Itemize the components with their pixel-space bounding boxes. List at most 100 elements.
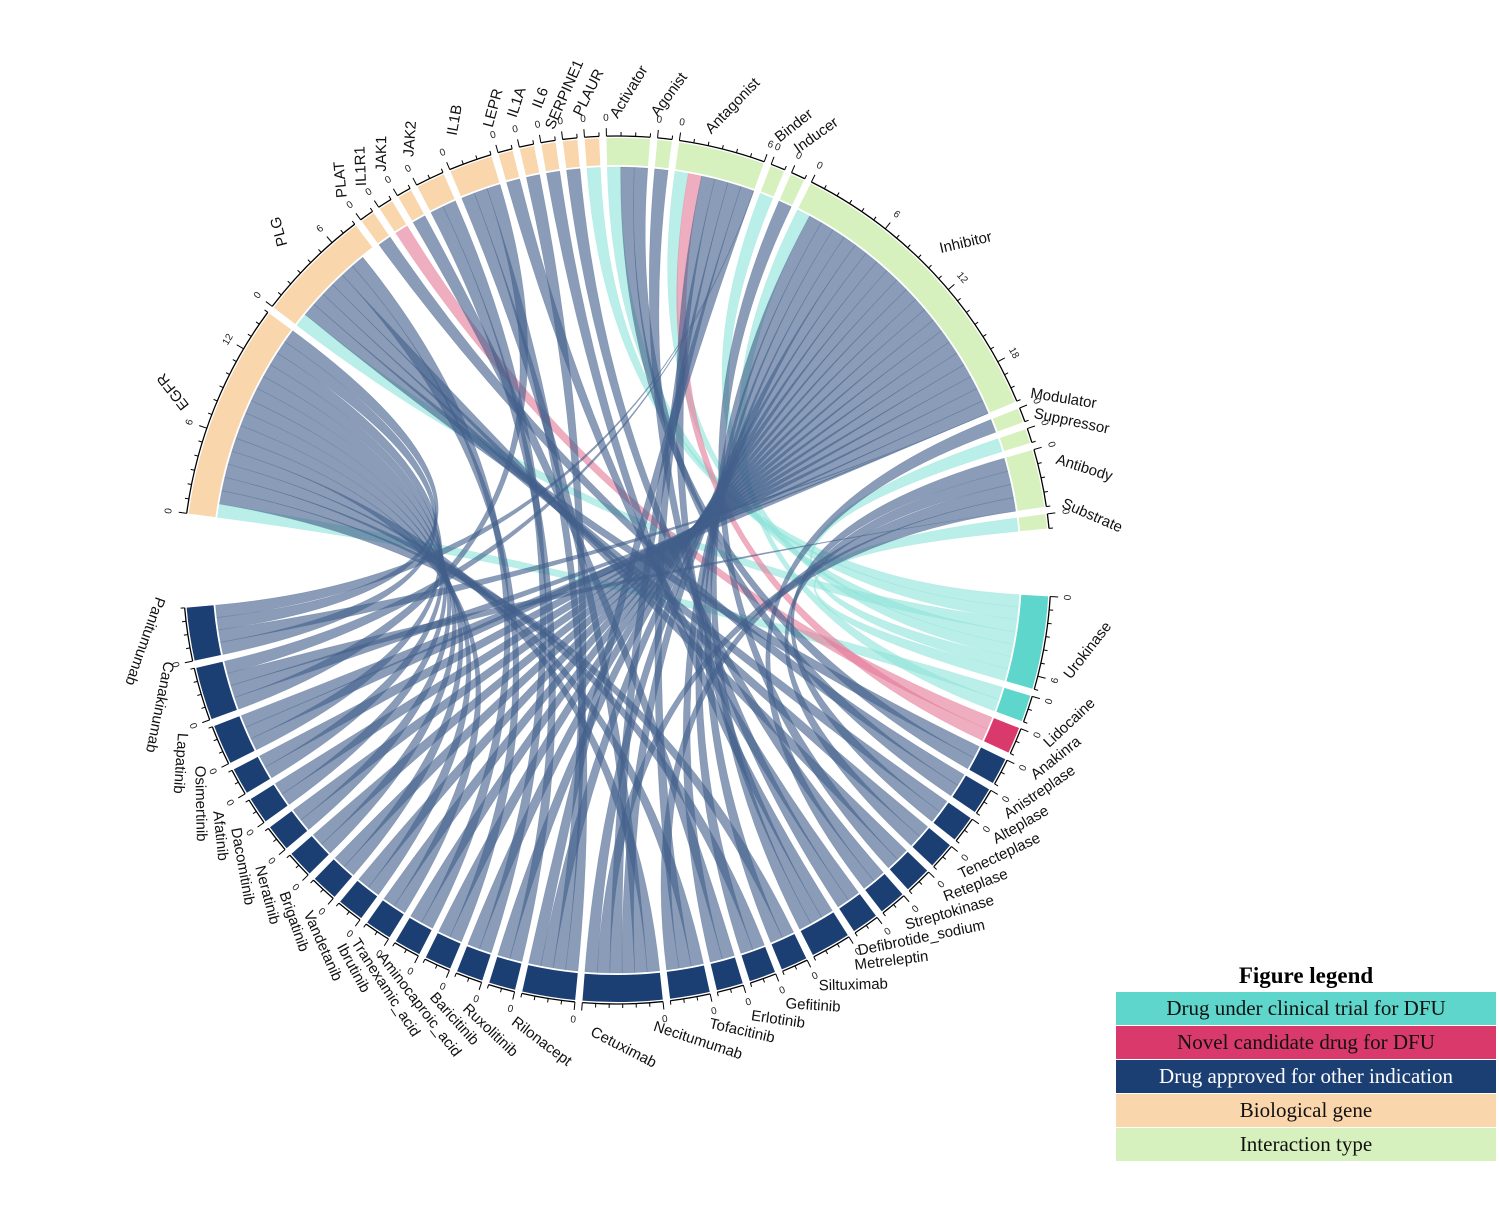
tick-label-il1a: 0 [511,124,519,136]
tick-binder [784,165,787,170]
sector-agonist [654,139,672,169]
legend-item-novel: Novel candidate drug for DFU [1116,1026,1496,1060]
sector-label-antagonist: Antagonist [702,74,764,137]
tick-label-plaur: 0 [580,114,587,125]
tick-egfr [194,454,199,457]
tick-inhibitor [1004,372,1009,376]
tick-inhibitor [861,208,865,212]
tick-ruxolitinib [512,991,516,1000]
sector-il1a [519,146,540,176]
sector-il6 [541,142,560,172]
sector-label-lepr: LEPR [480,87,507,129]
ribbon-canakinumab-antagonist [224,190,755,674]
ribbon-osimertinib-egfr [263,364,445,779]
tick-plg [318,249,322,253]
tick-label-inhibitor: 6 [891,209,903,221]
sector-label-jak1: JAK1 [373,136,390,172]
tick-metreleptin [865,925,869,929]
ribbon-panitumumab-antagonist [215,190,755,618]
ribbon-vandetanib-inhibitor [358,319,942,888]
tick-metreleptin [854,932,858,937]
tick-lapatinib [213,738,218,742]
tick-erlotinib [749,982,753,987]
tick-streptokinase [928,871,935,879]
tick-label-inhibitor: 0 [814,160,824,173]
tick-label-siltuximab: 0 [853,946,864,959]
tick-antagonist [721,144,724,150]
tick-label-tenecteplase: 0 [981,824,993,835]
tick-label-plat: 0 [345,199,356,211]
tick-baricitinib [478,982,483,991]
sector-metreleptin [839,894,876,932]
tick-plg [307,259,312,263]
ribbon-urokinase-substrate [813,517,1019,682]
tick-necitumumab [709,993,713,1002]
tick-inducer [791,165,796,173]
sector-plaur [584,138,601,167]
tick-afatinib [252,810,257,815]
tick-anistreplase [994,783,999,787]
tick-anakinra [1020,728,1029,733]
tick-inhibitor [907,244,911,249]
sector-lidocaine [996,687,1031,722]
tick-lidocaine [1027,708,1033,711]
tick-inhibitor [810,174,816,183]
sector-cetuximab [582,972,663,1003]
tick-defibrotide-sodium [882,912,886,917]
ribbon-dacomitinib-inhibitor [292,352,965,821]
ribbon-layer [215,166,1020,974]
tick-label-anakinra: 0 [1032,730,1044,740]
tick-inhibitor [873,216,877,221]
tick-vandetanib [354,919,361,927]
sector-siltuximab [800,912,848,956]
tick-label-jak1: 0 [383,174,394,187]
tick-label-substrate: 0 [1059,508,1071,515]
legend-item-interaction: Interaction type [1116,1128,1496,1162]
tick-label-reteplase: 0 [959,852,971,864]
ribbon-urokinase-activator [606,166,1019,620]
tick-lapatinib [218,751,224,754]
tick-egfr [198,440,203,443]
tick-tenecteplase [964,829,968,833]
sector-label-canakinumab: Canakinumab [142,660,177,754]
tick-label-jak2: 0 [403,163,413,176]
tick-egfr [178,511,187,514]
sector-il1r1 [379,201,407,232]
ribbon-neratinib-inhibitor [312,341,958,845]
tick-label-lapatinib: 0 [206,767,219,777]
tick-label-antibody: 0 [1045,440,1057,449]
tick-egfr [187,483,192,486]
tick-label-egfr: 0 [163,507,175,514]
tick-necitumumab [683,998,685,1003]
sector-binder [760,166,784,197]
sector-modulator [992,408,1023,432]
tick-lepr [510,144,513,149]
tick-rilonacept [573,1001,576,1010]
sector-label-substrate: Substrate [1059,495,1125,536]
tick-necitumumab [696,996,699,1001]
tick-defibrotide-sodium [893,904,897,908]
tick-egfr [219,385,224,389]
sector-label-cetuximab: Cetuximab [588,1024,660,1072]
sector-label-activator: Activator [607,63,652,122]
tick-egfr [213,398,218,402]
tick-label-afatinib: 0 [243,828,255,839]
sector-tenecteplase [933,802,971,840]
tick-inhibitor [849,199,853,204]
tick-inhibitor [823,184,827,189]
tick-plat [355,213,362,221]
tick-jak2 [440,168,444,173]
tick-urokinase [1045,636,1050,638]
tick-anistreplase [1000,771,1005,775]
tick-plg [265,301,273,307]
tick-antibody [1037,462,1042,465]
axis-ibrutinib [365,923,389,940]
tick-tofacitinib [716,992,719,997]
tick-il6 [554,136,556,141]
ribbon-erlotinib-inhibitor [695,229,845,954]
ribbon-defibrotide-sodium-modulator [765,419,997,889]
tick-siltuximab [813,956,817,961]
sector-label-il6: IL6 [529,85,552,111]
tick-plg [277,292,282,296]
sector-substrate [1018,514,1048,532]
